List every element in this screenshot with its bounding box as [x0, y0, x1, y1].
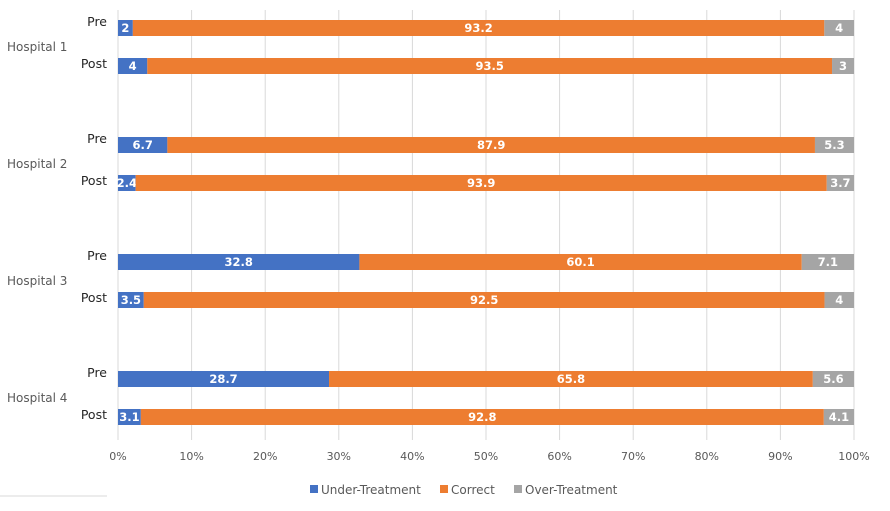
legend-swatch [310, 485, 318, 493]
x-tick-label: 100% [838, 450, 869, 463]
data-label: 6.7 [132, 138, 152, 152]
legend-item: Over-Treatment [514, 483, 618, 497]
x-tick-label: 40% [400, 450, 424, 463]
data-label: 4 [835, 21, 843, 35]
legend-swatch [514, 485, 522, 493]
hospital-label: Hospital 3 [7, 274, 67, 288]
data-label: 93.5 [475, 59, 503, 73]
data-label: 92.8 [468, 410, 496, 424]
legend-label: Under-Treatment [321, 483, 421, 497]
data-label: 87.9 [477, 138, 505, 152]
data-label: 4.1 [829, 410, 849, 424]
data-label: 5.6 [823, 372, 843, 386]
data-label: 2.4 [117, 176, 137, 190]
data-label: 28.7 [209, 372, 237, 386]
x-tick-label: 10% [179, 450, 203, 463]
hospital-label: Hospital 4 [7, 391, 67, 405]
bar-segment-correct [329, 371, 813, 387]
x-tick-label: 70% [621, 450, 645, 463]
bar-segment-under-treatment [118, 371, 330, 387]
data-label: 3.7 [830, 176, 850, 190]
bar-segment-over-treatment [826, 175, 854, 191]
bar-segment-over-treatment [801, 254, 854, 270]
data-label: 3.1 [119, 410, 139, 424]
legend: Under-Treatment Correct Over-Treatment [310, 483, 618, 497]
x-tick-label: 0% [109, 450, 126, 463]
data-label: 60.1 [566, 255, 594, 269]
legend-item: Correct [440, 483, 495, 497]
x-tick-label: 50% [474, 450, 498, 463]
data-label: 92.5 [470, 293, 498, 307]
bar-segment-under-treatment [118, 137, 168, 153]
data-label: 65.8 [557, 372, 585, 386]
x-axis-ticks: 0% 10% 20% 30% 40% 50% 60% 70% 80% 90% 100% [109, 450, 869, 463]
bar-segment-under-treatment [118, 175, 136, 191]
bar-segment-correct [140, 409, 824, 425]
period-label: Post [81, 173, 107, 188]
bar-segment-under-treatment [118, 20, 133, 36]
data-label: 93.2 [464, 21, 492, 35]
bar-segment-correct [167, 137, 815, 153]
x-tick-label: 80% [695, 450, 719, 463]
bar-segment-over-treatment [824, 20, 854, 36]
period-label: Pre [87, 14, 107, 29]
hospital-label: Hospital 2 [7, 157, 67, 171]
x-tick-label: 90% [768, 450, 792, 463]
x-tick-label: 60% [547, 450, 571, 463]
hospital-label: Hospital 1 [7, 40, 67, 54]
data-label: 4 [835, 293, 843, 307]
legend-label: Correct [451, 483, 495, 497]
bar-segment-under-treatment [118, 254, 360, 270]
bar-segment-correct [143, 292, 825, 308]
x-tick-label: 20% [253, 450, 277, 463]
data-label: 5.3 [824, 138, 844, 152]
period-label: Pre [87, 248, 107, 263]
bar-segment-over-treatment [814, 137, 854, 153]
legend-swatch [440, 485, 448, 493]
data-label: 3.5 [121, 293, 141, 307]
data-label: 3 [839, 59, 847, 73]
legend-item: Under-Treatment [310, 483, 421, 497]
bars: 2 93.2 4 4 93.5 3 6.7 87.9 5.3 2.4 93.9 3.7 32.8 60.1… [117, 20, 854, 425]
bar-segment-correct [132, 20, 825, 36]
gridlines [117, 10, 855, 440]
legend-label: Over-Treatment [525, 483, 618, 497]
data-label: 32.8 [225, 255, 253, 269]
data-label: 2 [121, 21, 129, 35]
period-label: Post [81, 407, 107, 422]
period-label: Pre [87, 365, 107, 380]
bar-segment-correct [135, 175, 827, 191]
bar-segment-over-treatment [823, 409, 854, 425]
bar-segment-correct [147, 58, 833, 74]
period-label: Pre [87, 131, 107, 146]
data-label: 7.1 [818, 255, 838, 269]
bar-segment-over-treatment [824, 292, 854, 308]
x-tick-label: 30% [327, 450, 351, 463]
data-label: 4 [129, 59, 137, 73]
bar-segment-under-treatment [118, 292, 144, 308]
bar-segment-under-treatment [118, 409, 141, 425]
bar-segment-under-treatment [118, 58, 148, 74]
bar-segment-over-treatment [812, 371, 854, 387]
period-label: Post [81, 290, 107, 305]
period-label: Post [81, 56, 107, 71]
data-label: 93.9 [467, 176, 495, 190]
category-labels: Hospital 1 Pre Post Hospital 2 Pre Post Hospit… [7, 14, 107, 422]
bar-segment-correct [359, 254, 802, 270]
bar-segment-over-treatment [832, 58, 854, 74]
